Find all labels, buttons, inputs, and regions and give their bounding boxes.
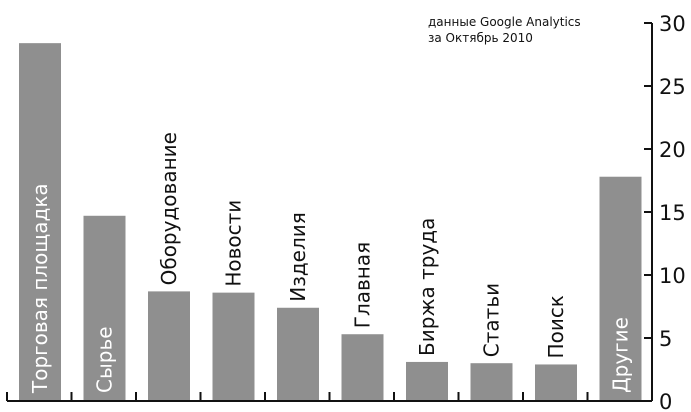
bar-3 [148, 291, 190, 401]
bar-2 [83, 215, 126, 401]
data-source-note: данные Google Analytics за Октябрь 2010 [428, 14, 628, 46]
category-labels-group: Торговая площадка Сырье Оборудование Новост… [28, 132, 633, 394]
bar-6 [341, 334, 384, 401]
y-tick-label-4: 20 [659, 138, 686, 162]
bar-8 [470, 363, 513, 401]
category-label-9: Поиск [544, 295, 568, 358]
data-source-line-1: данные Google Analytics [428, 15, 581, 29]
bars-group [19, 43, 642, 401]
category-label-3: Оборудование [157, 132, 181, 285]
bar-10 [599, 176, 642, 401]
axes-group: 0 5 10 15 20 25 30 [6, 12, 686, 412]
y-tick-label-1: 5 [659, 327, 672, 351]
bar-5 [277, 307, 319, 401]
y-tick-label-2: 10 [659, 264, 686, 288]
category-label-4: Новости [222, 200, 246, 287]
category-label-2: Сырье [93, 326, 117, 393]
data-source-line-2: за Октябрь 2010 [428, 31, 533, 45]
category-label-1: Торговая площадка [28, 183, 52, 394]
category-label-10: Другие [609, 317, 633, 393]
bar-4 [212, 292, 255, 401]
category-label-6: Главная [351, 242, 375, 328]
y-tick-label-6: 30 [659, 12, 686, 36]
y-tick-label-0: 0 [659, 390, 672, 412]
y-tick-label-5: 25 [659, 75, 686, 99]
category-label-5: Изделия [286, 212, 310, 302]
category-label-8: Статьи [480, 283, 504, 357]
y-tick-label-3: 15 [659, 201, 686, 225]
bar-7 [406, 361, 448, 401]
bar-9 [535, 364, 577, 401]
category-label-7: Биржа труда [415, 218, 439, 356]
bar-1 [19, 43, 61, 401]
